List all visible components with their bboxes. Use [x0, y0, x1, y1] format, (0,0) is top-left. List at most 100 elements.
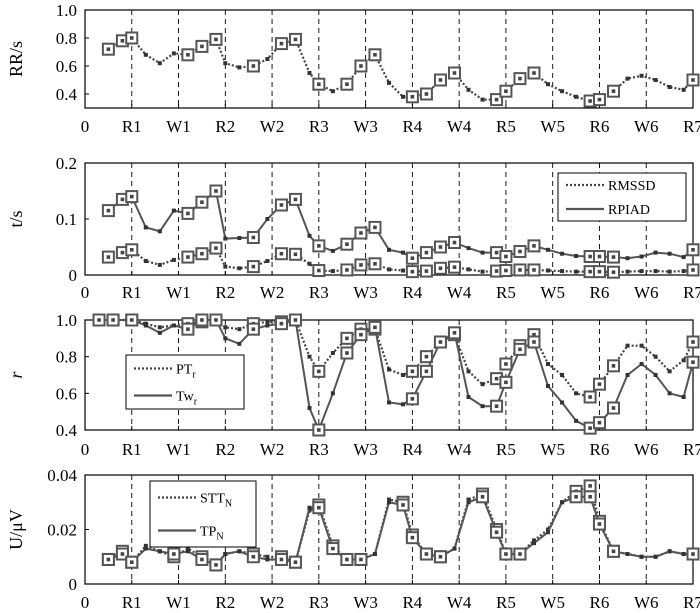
data-point-center	[345, 242, 349, 246]
y-tick-label: 0.4	[56, 421, 78, 440]
x-tick-label: R4	[402, 440, 422, 459]
chart-panel-4: 0 R1 W1 R2 W2 R3 W3 R4 W4 R5 W5 R6 W6 R7 0 0.02 0.04 U/μV…	[6, 466, 700, 612]
x-tick-label: W3	[353, 117, 378, 136]
x-tick-label: W6	[634, 117, 659, 136]
data-point-center	[452, 265, 457, 269]
data-point-small	[401, 268, 406, 273]
data-point-small	[237, 327, 242, 332]
data-point-small	[171, 51, 176, 56]
data-point-center	[401, 503, 405, 507]
data-point-center	[532, 332, 536, 337]
plot-frame	[84, 319, 694, 431]
data-point-center	[359, 557, 363, 562]
data-point-small	[466, 246, 471, 251]
x-tick-label: R7	[683, 283, 700, 302]
data-point-small	[387, 80, 391, 85]
data-point-center	[504, 268, 508, 273]
data-point-center	[200, 200, 204, 204]
data-point-small	[667, 369, 672, 374]
x-tick-label: R1	[122, 283, 142, 302]
data-point-small	[265, 319, 270, 324]
x-tick-label: R7	[683, 440, 700, 459]
data-point-small	[639, 254, 644, 259]
data-point-small	[307, 233, 312, 238]
data-point-center	[424, 269, 429, 273]
legend-box	[125, 354, 245, 410]
x-tick-label: W2	[260, 117, 285, 136]
data-point-center	[317, 244, 321, 248]
data-point-small	[157, 330, 162, 335]
x-tick-label: R2	[215, 117, 235, 136]
data-point-small	[480, 97, 485, 102]
data-point-small	[265, 57, 270, 61]
chart-panel-3: 0 R1 W1 R2 W2 R3 W3 R4 W4 R5 W5 R6 W6 R7 0.4 0.6 0.8 1.0 r…	[6, 311, 700, 459]
data-point-small	[546, 362, 551, 366]
data-point-center	[480, 495, 485, 499]
x-tick-label: R3	[309, 283, 329, 302]
data-point-small	[574, 253, 579, 258]
data-point-small	[401, 373, 406, 377]
data-point-center	[574, 495, 578, 499]
data-point-small	[237, 549, 242, 554]
data-point-small	[531, 541, 536, 546]
data-point-small	[223, 236, 228, 241]
data-point-center	[106, 557, 111, 562]
data-point-center	[494, 404, 499, 408]
data-point-small	[681, 395, 686, 399]
data-point-center	[251, 264, 256, 269]
y-tick-label: 0	[69, 266, 78, 285]
y-tick-label: 0.1	[56, 210, 77, 229]
plot-frame	[84, 9, 694, 109]
data-point-center	[494, 530, 499, 535]
data-point-center	[518, 552, 522, 556]
data-point-center	[597, 420, 602, 425]
data-point-center	[129, 318, 134, 322]
data-point-center	[410, 269, 415, 274]
data-point-center	[345, 336, 349, 341]
data-point-center	[359, 263, 363, 267]
data-point-small	[639, 269, 644, 274]
data-point-small	[223, 325, 228, 330]
data-point-small	[330, 89, 335, 94]
legend: RMSSD RPIAD	[557, 172, 687, 222]
data-point-small	[265, 217, 270, 221]
legend-label: RMSSD	[608, 179, 655, 194]
data-point-small	[330, 269, 335, 274]
x-tick-label: W6	[634, 593, 659, 612]
data-point-center	[611, 255, 616, 259]
data-point-small	[157, 549, 162, 554]
x-tick-label: R2	[215, 440, 235, 459]
data-point-center	[317, 369, 321, 374]
data-point-small	[546, 527, 551, 532]
data-point-small	[237, 266, 242, 271]
data-point-small	[265, 323, 270, 328]
data-point-small	[546, 530, 551, 535]
chart-panel-2: 0 R1 W1 R2 W2 R3 W3 R4 W4 R5 W5 R6 W6 R7 0 0.1 0.2 t/s RMS…	[6, 154, 700, 302]
data-point-center	[279, 321, 284, 326]
x-tick-label: W2	[260, 593, 285, 612]
data-point-center	[200, 44, 204, 49]
x-tick-label: R7	[683, 117, 700, 136]
data-point-center	[532, 340, 536, 344]
x-tick-label: W1	[166, 440, 191, 459]
data-point-small	[223, 61, 228, 66]
data-point-small	[185, 549, 190, 554]
data-point-small	[143, 543, 148, 548]
data-point-small	[143, 546, 148, 551]
data-point-center	[611, 89, 616, 93]
data-point-small	[466, 87, 471, 92]
data-point-center	[214, 37, 218, 42]
chart-panel-1: 0 R1 W1 R2 W2 R3 W3 R4 W4 R5 W5 R6 W6 R7 0.4 0.6 0.8 1.0 R…	[6, 1, 700, 136]
data-point-small	[546, 268, 551, 273]
data-point-center	[293, 37, 298, 42]
legend-label: TPN	[200, 525, 224, 543]
legend-label: STTN	[200, 492, 232, 510]
data-point-small	[546, 384, 551, 388]
data-point-center	[424, 250, 429, 255]
data-point-center	[129, 36, 134, 40]
data-point-center	[504, 362, 508, 366]
data-point-center	[438, 266, 443, 271]
data-point-small	[667, 269, 672, 274]
x-tick-label: R2	[215, 283, 235, 302]
data-point-center	[293, 197, 298, 202]
